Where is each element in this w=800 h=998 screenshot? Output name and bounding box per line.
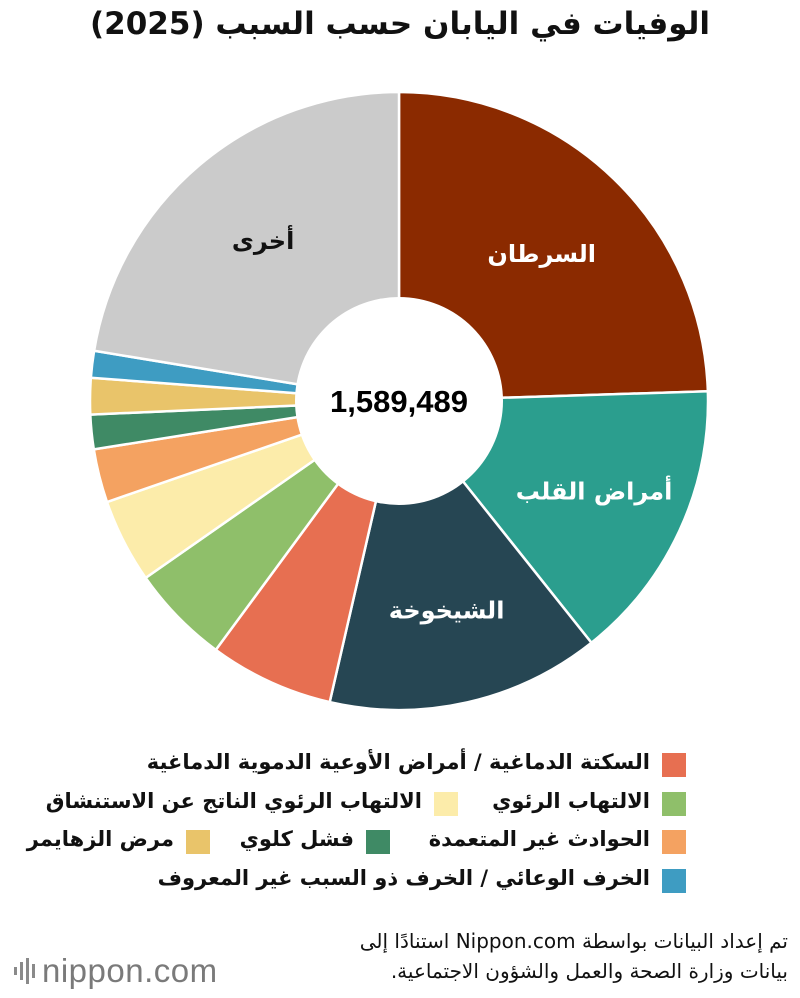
legend-item-dementia: الخرف الوعائي / الخرف ذو السبب غير المعر… bbox=[157, 866, 650, 890]
source-line-2: بيانات وزارة الصحة والعمل والشؤون الاجتم… bbox=[390, 959, 788, 983]
slice-cancer bbox=[397, 90, 710, 403]
legend-swatch-accidents bbox=[662, 830, 686, 854]
donut-chart: 1,589,489 السرطان أمراض القلب الشيخوخة أخرى bbox=[88, 90, 710, 712]
legend-swatch-alzheimer bbox=[186, 830, 210, 854]
legend-swatch-renal bbox=[366, 830, 390, 854]
nippon-logo: nippon.com bbox=[14, 952, 218, 992]
legend-item-accidents: الحوادث غير المتعمدة bbox=[428, 827, 650, 851]
legend-item-aspiration: الالتهاب الرئوي الناتج عن الاستنشاق bbox=[45, 789, 422, 813]
slice-label-other: أخرى bbox=[232, 225, 294, 255]
legend-swatch-pneumonia bbox=[662, 792, 686, 816]
legend-swatch-dementia bbox=[662, 869, 686, 893]
slice-label-group: السرطان أمراض القلب الشيخوخة أخرى bbox=[232, 225, 673, 625]
slice-label-heart: أمراض القلب bbox=[516, 475, 673, 505]
legend-swatch-stroke bbox=[662, 753, 686, 777]
slice-other bbox=[92, 90, 401, 403]
source-line-1: تم إعداد البيانات بواسطة Nippon.com استن… bbox=[359, 929, 788, 953]
legend-item-alzheimer: مرض الزهايمر bbox=[26, 827, 174, 851]
legend-item-pneumonia: الالتهاب الرئوي bbox=[492, 789, 650, 813]
chart-title: الوفيات في اليابان حسب السبب (2025) bbox=[90, 6, 710, 42]
logo-text: nippon.com bbox=[42, 952, 218, 989]
slice-label-senility: الشيخوخة bbox=[389, 597, 505, 625]
total-value: 1,589,489 bbox=[330, 384, 468, 419]
legend-item-renal: فشل كلوي bbox=[239, 827, 354, 851]
logo-mark-icon bbox=[14, 954, 36, 992]
legend-item-stroke: السكتة الدماغية / أمراض الأوعية الدموية … bbox=[146, 750, 650, 774]
source-note: تم إعداد البيانات بواسطة Nippon.com استن… bbox=[228, 926, 788, 986]
donut-hole bbox=[295, 297, 503, 505]
legend-swatch-aspiration bbox=[434, 792, 458, 816]
slice-label-cancer: السرطان bbox=[487, 240, 596, 268]
